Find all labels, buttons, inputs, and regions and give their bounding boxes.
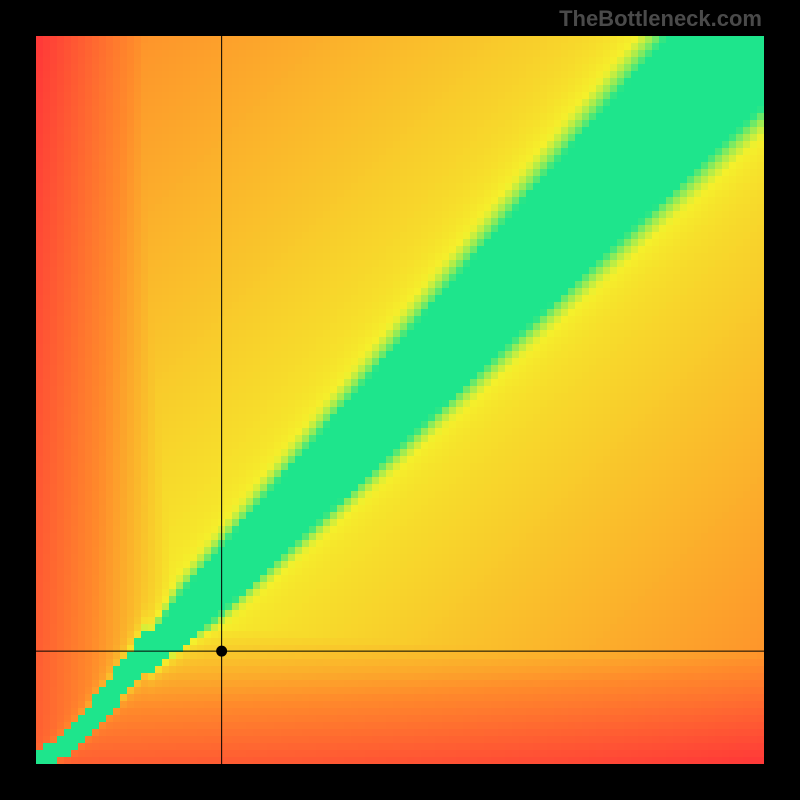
heatmap-chart xyxy=(36,36,764,764)
marker-dot xyxy=(216,646,227,657)
watermark-text: TheBottleneck.com xyxy=(559,6,762,32)
chart-svg xyxy=(36,36,764,764)
